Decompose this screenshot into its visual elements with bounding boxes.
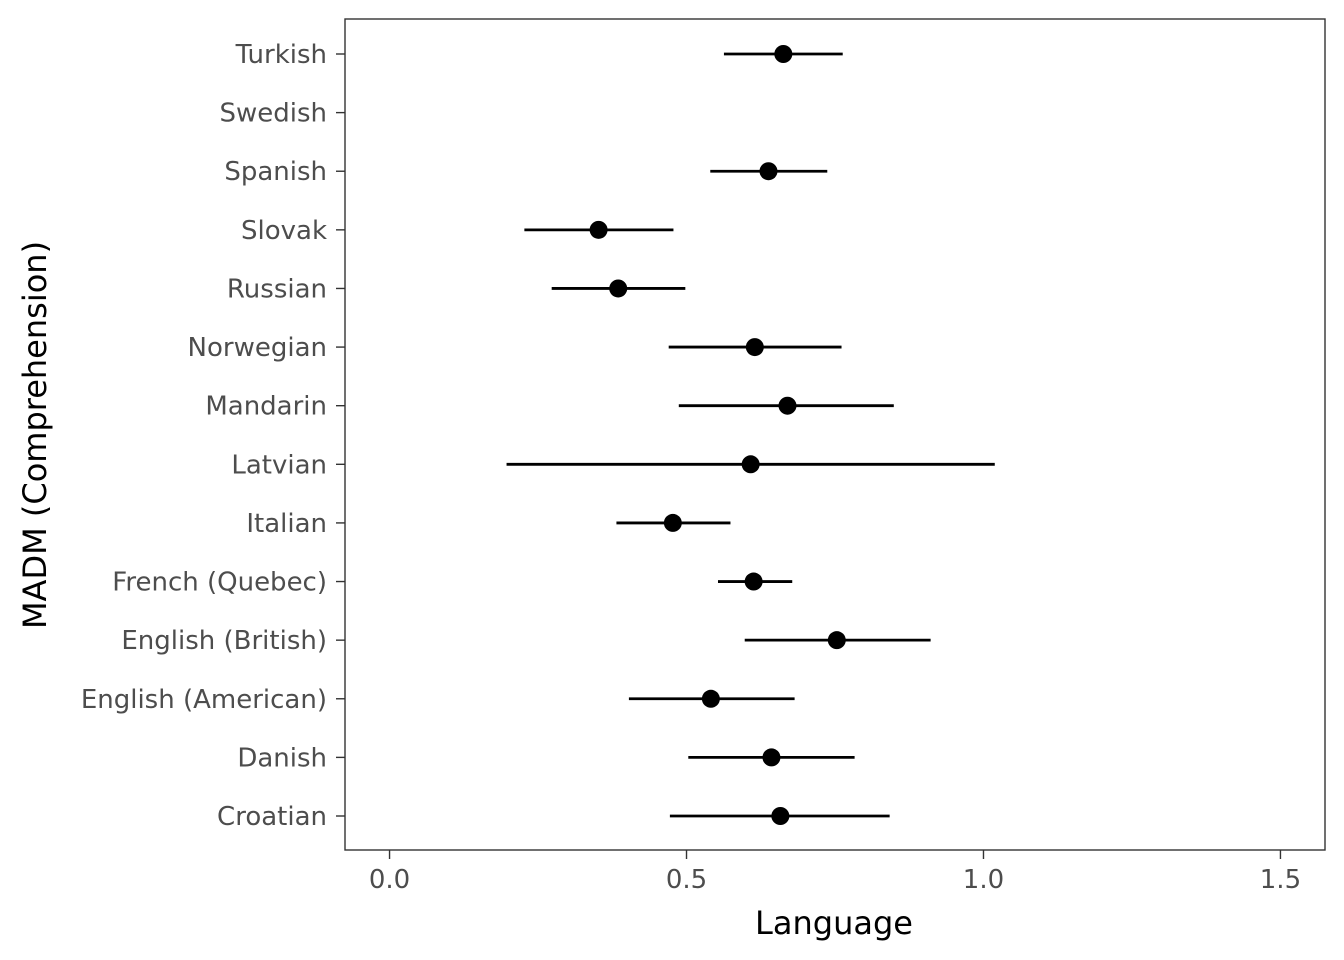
y-tick-label-danish: Danish xyxy=(237,743,327,773)
x-tick-label-3: 1.5 xyxy=(1260,865,1301,895)
x-tick-label-0: 0.0 xyxy=(369,865,410,895)
y-tick-label-croatian: Croatian xyxy=(217,802,327,832)
point-slovak xyxy=(589,220,608,239)
point-french-quebec xyxy=(744,572,763,591)
point-mandarin xyxy=(778,396,797,415)
point-norwegian xyxy=(745,338,764,357)
y-tick-label-mandarin: Mandarin xyxy=(205,392,327,422)
point-latvian xyxy=(741,455,760,474)
point-russian xyxy=(609,279,628,298)
panel-border xyxy=(344,18,1326,851)
point-croatian xyxy=(771,807,790,825)
x-axis-title: Language xyxy=(755,904,913,942)
y-tick-label-spanish: Spanish xyxy=(224,157,327,187)
y-tick-label-english-american: English (American) xyxy=(81,685,327,715)
point-english-british xyxy=(827,631,846,650)
x-axis: 0.0 0.5 1.0 1.5 xyxy=(369,850,1301,895)
y-axis-title: MADM (Comprehension) xyxy=(16,241,54,629)
x-tick-label-2: 1.0 xyxy=(963,865,1004,895)
y-tick-label-french-quebec: French (Quebec) xyxy=(112,568,327,598)
point-english-american xyxy=(701,689,720,708)
y-tick-label-russian: Russian xyxy=(227,274,327,304)
point-spanish xyxy=(759,162,778,181)
plot-panel xyxy=(344,18,1326,851)
y-tick-label-italian: Italian xyxy=(246,509,327,539)
x-tick-label-1: 0.5 xyxy=(666,865,707,895)
y-tick-label-latvian: Latvian xyxy=(231,450,327,480)
point-danish xyxy=(762,748,781,767)
y-tick-label-norwegian: Norwegian xyxy=(188,333,327,363)
y-tick-label-english-british: English (British) xyxy=(121,626,327,656)
point-italian xyxy=(663,513,682,532)
y-tick-label-swedish: Swedish xyxy=(219,99,327,129)
estimate-points xyxy=(589,45,846,825)
y-tick-label-turkish: Turkish xyxy=(235,40,327,70)
y-axis: Turkish Swedish Spanish Slovak Russian Norweg… xyxy=(81,40,345,832)
y-tick-label-slovak: Slovak xyxy=(241,216,327,246)
point-turkish xyxy=(774,45,793,63)
